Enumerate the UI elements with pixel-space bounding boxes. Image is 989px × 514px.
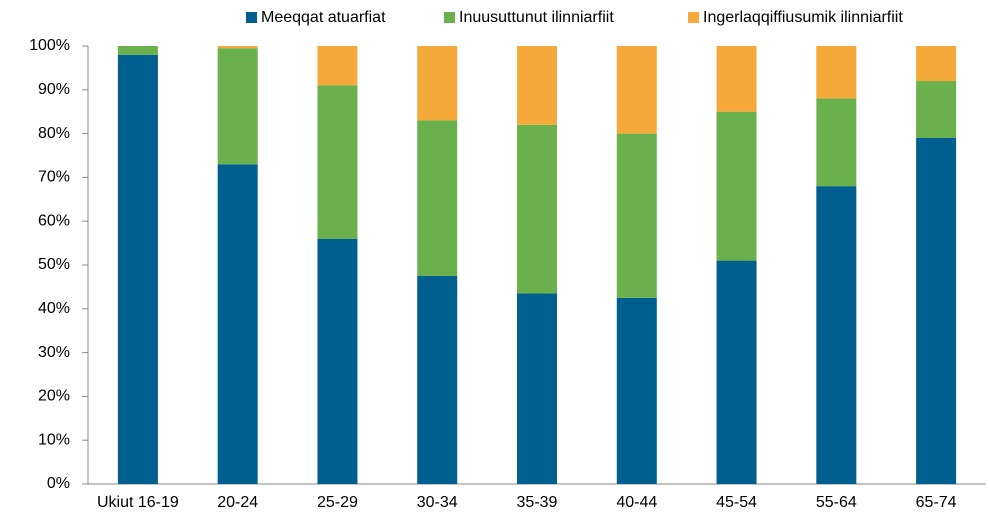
bar-segment — [517, 46, 557, 125]
x-tick-label: 35-39 — [517, 494, 558, 511]
y-tick-label: 30% — [38, 344, 70, 361]
bar-segment — [716, 260, 757, 484]
bar-segment — [816, 186, 857, 484]
x-tick-label: 65-74 — [916, 494, 957, 511]
bar-segment — [317, 46, 358, 86]
x-tick-label: 40-44 — [616, 494, 657, 511]
legend-label: Ingerlaqqiffiusumik ilinniarfiit — [703, 9, 903, 26]
bar-segment — [317, 238, 358, 484]
bar-segment — [317, 85, 358, 239]
bar-segment — [916, 137, 957, 485]
bar-segment — [217, 48, 258, 165]
bar-segment — [716, 111, 757, 261]
x-tick-label: 30-34 — [417, 494, 458, 511]
bar-segment — [417, 275, 458, 484]
x-tick-label: 45-54 — [716, 494, 757, 511]
bar-segment — [417, 46, 458, 121]
y-tick-label: 40% — [38, 300, 70, 317]
y-tick-label: 0% — [47, 475, 70, 492]
legend-swatch — [246, 12, 257, 23]
bar-segment — [217, 46, 258, 49]
y-tick-label: 80% — [38, 125, 70, 142]
bar-segment — [816, 98, 857, 187]
bar-segment — [517, 124, 557, 294]
bar-segment — [916, 46, 957, 82]
bar-segment — [616, 297, 657, 484]
bar-segment — [616, 46, 657, 134]
y-tick-label: 10% — [38, 431, 70, 448]
legend-label: Inuusuttunut ilinniarfiit — [459, 9, 614, 26]
y-tick-label: 100% — [29, 37, 70, 54]
bar-segment — [816, 46, 857, 99]
bar-segment — [217, 164, 258, 484]
bar-segment — [117, 54, 158, 484]
bar-segment — [616, 133, 657, 298]
legend-label: Meeqqat atuarfiat — [261, 9, 386, 26]
bar-segment — [417, 120, 458, 276]
y-tick-label: 50% — [38, 256, 70, 273]
legend-swatch — [444, 12, 455, 23]
x-tick-label: 55-64 — [816, 494, 857, 511]
bar-segment — [916, 81, 957, 138]
y-tick-label: 60% — [38, 212, 70, 229]
y-tick-label: 90% — [38, 81, 70, 98]
x-tick-label: 20-24 — [217, 494, 258, 511]
bar-segment — [716, 46, 757, 112]
legend-swatch — [688, 12, 699, 23]
x-tick-label: Ukiut 16-19 — [97, 494, 179, 511]
y-tick-label: 20% — [38, 388, 70, 405]
bar-segment — [517, 293, 557, 484]
x-tick-label: 25-29 — [317, 494, 358, 511]
y-tick-label: 70% — [38, 169, 70, 186]
bar-segment — [117, 46, 158, 55]
